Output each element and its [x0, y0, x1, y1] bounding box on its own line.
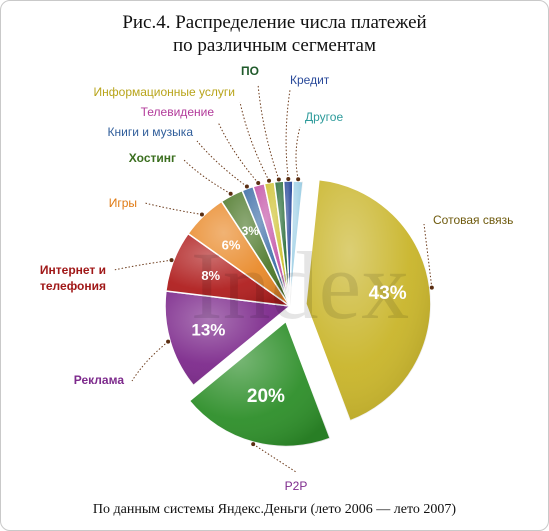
- leader-line-6: [183, 159, 231, 195]
- slice-name-по: ПО: [241, 64, 259, 78]
- slice-name-книги-и-музыка: Книги и музыка: [108, 125, 194, 139]
- pie-slice-shading-4: [165, 233, 290, 306]
- leader-dot-3: [166, 339, 171, 344]
- pie-slice-shading-1: [305, 179, 431, 421]
- pie-slice-shading-6: [221, 190, 290, 306]
- leader-line-4: [113, 259, 172, 271]
- percent-label-1: 43%: [369, 283, 407, 304]
- leader-line-8: [217, 121, 259, 184]
- leader-line-7: [196, 140, 248, 187]
- pie-slices: [164, 178, 432, 448]
- pie-slice-shading-12: [290, 181, 304, 306]
- slice-name-телевидение: Телевидение: [141, 105, 215, 119]
- leader-dot-9: [267, 178, 272, 183]
- slice-name-сотовая-связь: Сотовая связь: [433, 213, 513, 227]
- leader-line-5: [144, 202, 203, 215]
- leader-dot-8: [256, 181, 261, 186]
- leader-line-12: [295, 126, 301, 180]
- leader-dot-5: [199, 212, 204, 217]
- leader-dot-4: [169, 258, 174, 263]
- source-note: По данным системы Яндекс.Деньги (лето 20…: [92, 502, 457, 517]
- slice-name-labels: Сотовая связь P2P Реклама Интернет и телефон…: [40, 64, 513, 493]
- slice-name-информационные-услуги: Информационные услуги: [94, 85, 235, 99]
- leader-dot-7: [244, 184, 249, 189]
- slice-name-кредит: Кредит: [290, 73, 330, 87]
- leader-line-11: [285, 89, 291, 180]
- slice-percent-labels: 43% 20% 13% 8% 6%3%: [191, 224, 406, 407]
- leader-dot-10: [276, 177, 281, 182]
- slice-name-реклама: Реклама: [74, 373, 125, 387]
- percent-label-3: 13%: [191, 320, 225, 339]
- chart-title-line-2: по различным сегментам: [172, 35, 377, 56]
- percent-label-4: 8%: [201, 268, 220, 283]
- leader-dot-6: [228, 191, 233, 196]
- watermark: Index: [191, 232, 410, 339]
- leader-lines: [113, 83, 434, 473]
- chart-title-line-1: Рис.4. Распределение числа платежей: [122, 12, 427, 33]
- pie-slice-shading-10: [274, 181, 290, 306]
- leader-dot-1: [429, 285, 434, 290]
- slice-name-хостинг: Хостинг: [129, 151, 176, 165]
- leader-dot-12: [296, 177, 301, 182]
- percent-label-5: 6%: [222, 237, 241, 252]
- chart-title: Рис.4. Распределение числа платежей по р…: [1, 11, 548, 57]
- leader-dot-2: [251, 442, 256, 447]
- leader-dot-11: [286, 177, 291, 182]
- leader-line-2: [252, 443, 297, 473]
- pie-slice-shading-2: [189, 321, 331, 447]
- pie-slice-shading-8: [253, 183, 290, 306]
- percent-label-2: 20%: [247, 386, 285, 407]
- leader-line-1: [423, 223, 433, 288]
- pie-slice-shading-3: [165, 291, 290, 386]
- slice-name-игры: Игры: [109, 196, 137, 210]
- slice-name-интернет-и-телефония: Интернет и телефония: [40, 263, 106, 293]
- leader-line-3: [131, 341, 169, 382]
- leader-line-10: [257, 83, 280, 180]
- pie-slice-shading-9: [264, 181, 290, 306]
- slice-name-другое: Другое: [305, 110, 343, 124]
- slice-name-p2p: P2P: [285, 479, 308, 493]
- pie-slice-shading-5: [188, 201, 290, 306]
- percent-label-6: 3%: [242, 224, 260, 238]
- leader-line-9: [239, 101, 270, 181]
- pie-slice-shading-7: [242, 186, 290, 306]
